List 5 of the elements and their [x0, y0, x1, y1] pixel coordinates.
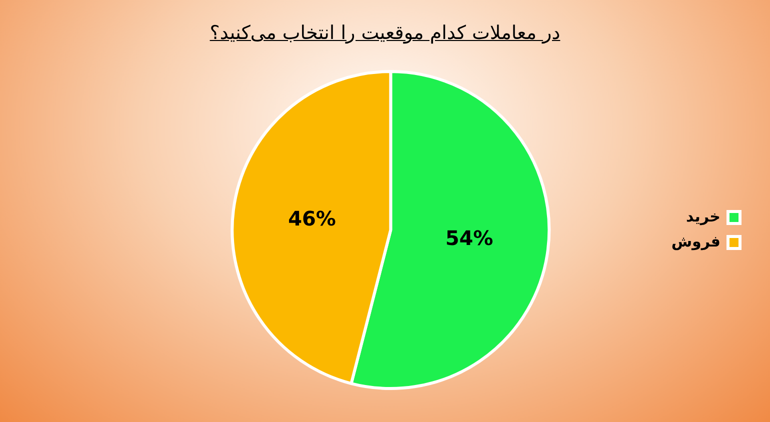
data-label: 54%: [445, 226, 494, 250]
data-label: 46%: [288, 206, 336, 230]
legend-label: فروش: [671, 232, 720, 250]
chart-title: در معاملات کدام موقعیت را انتخاب می‌کنید؟: [208, 22, 562, 44]
legend-label: خرید: [686, 207, 720, 226]
